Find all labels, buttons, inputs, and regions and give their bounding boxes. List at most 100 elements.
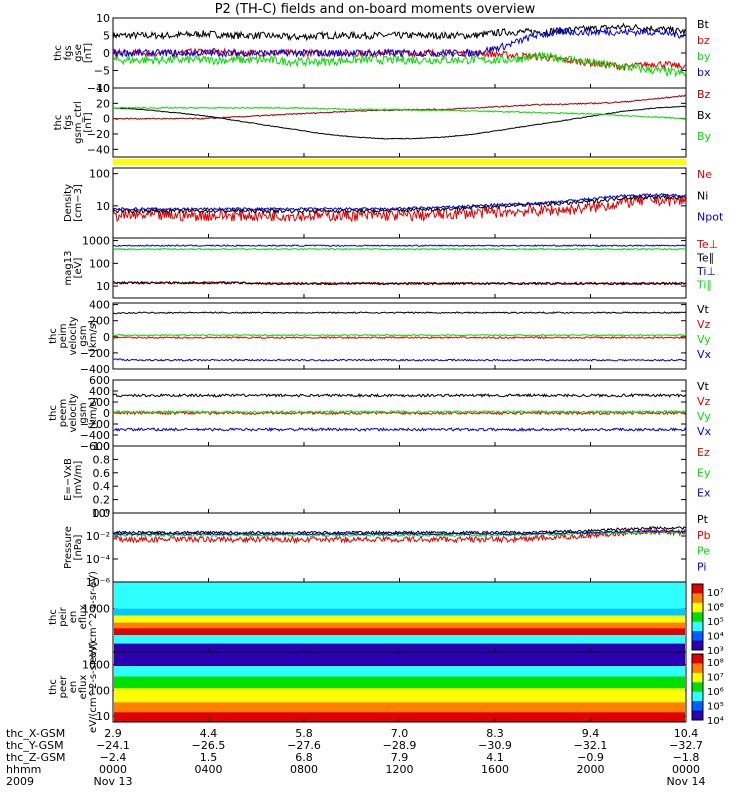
p10-ytick-label: 100 <box>89 684 110 697</box>
p9-colorbar-seg <box>692 584 703 594</box>
p8-ytick-label: 10⁻⁴ <box>86 553 111 566</box>
footer-value-y: −24.1 <box>96 739 130 752</box>
p2-ytick-label: 40 <box>96 82 110 95</box>
p8-frame <box>112 512 687 583</box>
p8-legend-1: Pb <box>697 529 711 542</box>
footer-value-y: −26.5 <box>191 739 226 752</box>
p9-band-1 <box>114 608 685 616</box>
p8-series-2 <box>112 530 687 538</box>
p10-colorbar-seg <box>692 710 703 721</box>
p1-series-1 <box>112 47 687 71</box>
p10-colorbar-label: 10⁵ <box>707 702 724 713</box>
p2-ytick-label: 20 <box>96 97 110 110</box>
p10-ylabel: eflux <box>78 675 89 700</box>
p10-colorbar-label: 10⁷ <box>707 673 724 684</box>
p1-ylabel: [nT] <box>83 43 94 63</box>
p7-legend-1: Ey <box>697 466 711 479</box>
p5-ylabel: thc <box>48 328 59 344</box>
p4-frame <box>112 237 687 299</box>
footer-value-y: −32.1 <box>573 739 608 752</box>
p10-band-5 <box>114 712 685 722</box>
footer-row-label: thc_X-GSM <box>6 727 66 740</box>
footer-value-date: Nov 14 <box>666 775 706 788</box>
p5-series-3 <box>113 358 687 362</box>
p4-legend-0: Te⊥ <box>696 238 718 251</box>
p3-series-0 <box>112 194 687 224</box>
p9-band-3 <box>114 622 685 629</box>
footer-value-y: −30.9 <box>478 739 512 752</box>
p9-colorbar-label: 10⁴ <box>707 632 724 643</box>
footer-value-x: 8.3 <box>486 727 504 740</box>
p9-band-2 <box>114 615 685 623</box>
p9-ytick-label: 1000 <box>82 602 110 615</box>
p8-series-1 <box>112 527 687 544</box>
p7-ylabel: [mV/m] <box>73 461 84 499</box>
p9-colorbar-seg <box>692 640 703 651</box>
p7-ytick-label: 1.0 <box>93 440 111 453</box>
p7-legend-2: Ex <box>697 487 711 500</box>
p1-legend-3: bx <box>697 66 711 79</box>
p5-ytick-label: −400 <box>80 363 110 376</box>
p1-legend-2: by <box>697 50 711 63</box>
p6-legend-2: Vy <box>697 410 711 423</box>
p9-colorbar-label: 10⁵ <box>707 617 724 628</box>
p6-ylabel: thc <box>48 405 59 421</box>
p9-colorbar-seg <box>692 612 703 623</box>
p10-colorbar-seg <box>692 654 703 664</box>
p10-colorbar-seg <box>692 691 703 702</box>
p1-series-2 <box>112 51 687 78</box>
footer-value-z: 7.9 <box>390 751 409 764</box>
p4-series-3 <box>112 247 687 251</box>
p4-ylabel: mag13 <box>63 251 74 286</box>
footer-value-date: Nov 13 <box>93 775 133 788</box>
p2-series-2 <box>112 106 687 120</box>
p10-ylabel: peer <box>58 675 69 699</box>
p9-colorbar-seg <box>692 631 703 642</box>
p6-legend-1: Vz <box>697 395 711 408</box>
p1-series-3 <box>112 27 687 59</box>
p4-series-2 <box>112 244 687 248</box>
p9-colorbar-seg <box>692 593 703 604</box>
p4-ytick-label: 100 <box>89 257 110 270</box>
page-title: P2 (TH-C) fields and on-board moments ov… <box>214 2 536 17</box>
p2-ytick-label: 0 <box>103 113 110 126</box>
p6-legend-0: Vt <box>697 380 710 393</box>
footer-value-x: 4.4 <box>199 727 218 740</box>
footer-value-x: 9.4 <box>581 727 600 740</box>
p6-ylabel: velocity <box>68 393 79 432</box>
p1-ytick-label: 10 <box>96 12 110 25</box>
p3-legend-1: Ni <box>697 189 708 202</box>
p7-ylabel: E=−VxB <box>63 458 74 501</box>
p9-colorbar-label: 10⁷ <box>707 588 724 599</box>
footer-value-z: −1.8 <box>672 751 700 764</box>
footer-value-hhmm: 1600 <box>481 763 510 776</box>
p2-frame <box>112 87 687 158</box>
footer-value-hhmm: 0000 <box>99 763 127 776</box>
p8-series-3 <box>112 529 687 536</box>
p8-ylabel: [nPa] <box>73 534 84 560</box>
p7-ytick-label: 0.2 <box>93 494 111 507</box>
p8-legend-2: Pe <box>697 545 710 558</box>
p4-legend-1: Te∥ <box>696 252 714 265</box>
p8-legend-0: Pt <box>697 513 709 526</box>
footer-value-hhmm: 1200 <box>385 763 414 776</box>
p1-ytick-label: 0 <box>103 47 110 60</box>
p6-legend-3: Vx <box>697 425 712 438</box>
p9-ylabel: eflux <box>78 605 89 630</box>
p5-legend-0: Vt <box>697 303 710 316</box>
p2-ytick-label: −20 <box>87 128 110 141</box>
p2-legend-2: By <box>697 130 712 143</box>
p6-series-3 <box>112 426 687 433</box>
p10-colorbar <box>691 653 704 721</box>
x-axis-footer: thc_X-GSM thc_Y-GSM thc_Z-GSM hhmm 2009 2.9 −2… <box>0 727 750 797</box>
p10-band-2 <box>114 676 685 689</box>
p4-series-1 <box>112 280 687 286</box>
p10-colorbar-seg <box>692 663 703 674</box>
p5-legend-3: Vx <box>697 348 712 361</box>
p4-ylabel: [eV] <box>73 258 84 279</box>
p6-ytick-label: −200 <box>80 418 110 431</box>
p10-ylabel: en <box>68 681 79 694</box>
p4-ytick-label: 10 <box>96 280 110 293</box>
p9-band-5 <box>114 635 685 644</box>
